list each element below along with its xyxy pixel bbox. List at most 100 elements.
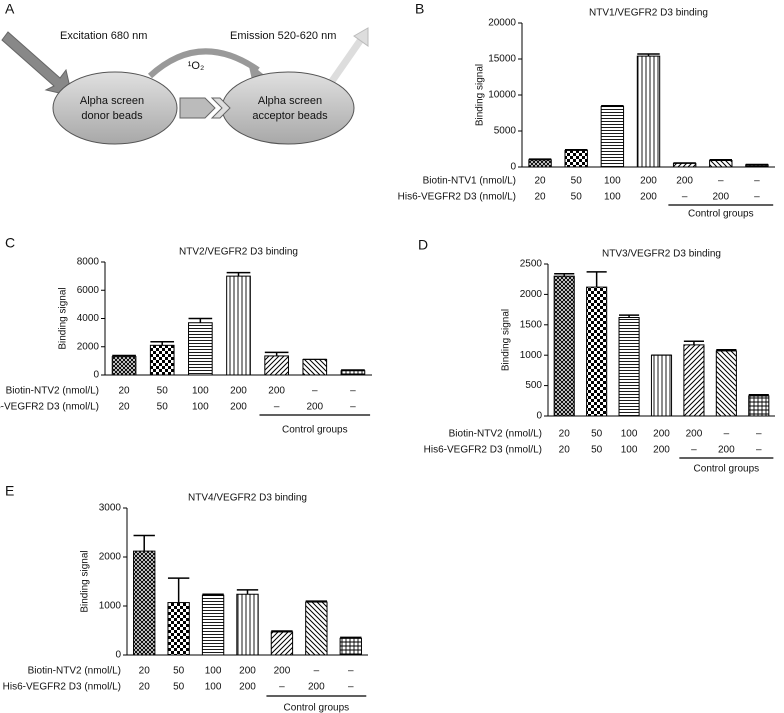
table-cell: 20: [119, 386, 131, 397]
table-cell: –: [348, 666, 354, 677]
group-label: Control groups: [688, 209, 754, 220]
y-tick-label: 5000: [494, 126, 517, 137]
y-tick-label: 2500: [520, 259, 543, 270]
table-cell: 100: [205, 666, 222, 677]
table-cell: 20: [139, 682, 151, 693]
row-label: His6-VEGFR2 D3 (nmol/L): [424, 445, 542, 456]
table-cell: –: [274, 402, 280, 413]
emission-arrowhead: [353, 27, 369, 47]
y-tick-label: 1500: [520, 319, 543, 330]
bar: [748, 395, 770, 417]
table-cell: –: [279, 682, 285, 693]
chart-title: NTV3/VEGFR2 D3 binding: [602, 249, 721, 260]
table-cell: 200: [274, 666, 291, 677]
table-cell: –: [314, 666, 320, 677]
y-tick-label: 2000: [99, 552, 122, 563]
bar: [528, 159, 552, 168]
y-tick-label: 0: [115, 650, 121, 661]
row-label: Biotin-NTV2 (nmol/L): [28, 666, 121, 677]
row-label: Biotin-NTV2 (nmol/L): [449, 429, 542, 440]
oxygen-text: ¹O₂: [188, 60, 205, 72]
y-tick-label: 1000: [99, 601, 122, 612]
table-cell: 200: [653, 445, 670, 456]
table-cell: –: [718, 176, 724, 187]
table-cell: 200: [230, 386, 247, 397]
table-cell: –: [754, 176, 760, 187]
bar: [188, 322, 213, 376]
bar: [564, 149, 588, 168]
bar: [339, 637, 362, 656]
table-cell: 50: [157, 386, 169, 397]
table-cell: 50: [173, 682, 185, 693]
table-cell: 100: [621, 445, 638, 456]
table-cell: 20: [139, 666, 151, 677]
table-cell: –: [754, 192, 760, 203]
table-cell: 20: [535, 176, 547, 187]
table-cell: 200: [239, 666, 256, 677]
table-cell: 200: [712, 192, 729, 203]
y-tick-label: 6000: [77, 285, 100, 296]
table-cell: 200: [230, 402, 247, 413]
panel-label: C: [5, 235, 15, 251]
chart-title: NTV1/VEGFR2 D3 binding: [589, 8, 708, 19]
bar: [709, 160, 733, 168]
panel-label: A: [5, 1, 15, 17]
table-cell: 200: [306, 402, 323, 413]
y-tick-label: 500: [525, 380, 542, 391]
table-cell: 100: [192, 402, 209, 413]
table-cell: 200: [718, 445, 735, 456]
bar: [111, 356, 137, 376]
table-cell: –: [691, 445, 697, 456]
table-cell: –: [348, 682, 354, 693]
table-cell: 20: [535, 192, 547, 203]
bar: [340, 370, 366, 376]
bar: [618, 317, 640, 417]
y-tick-label: 8000: [77, 257, 100, 268]
bar: [636, 55, 661, 168]
y-tick-label: 0: [93, 370, 99, 381]
bar: [600, 106, 625, 168]
y-tick-label: 20000: [488, 18, 516, 29]
panel-label: D: [418, 237, 428, 253]
y-axis-label: Binding signal: [475, 64, 486, 126]
table-cell: 100: [205, 682, 222, 693]
group-label: Control groups: [694, 464, 760, 475]
error-bar: [167, 577, 190, 603]
table-cell: 100: [604, 192, 621, 203]
table-cell: 50: [157, 402, 169, 413]
error-bar: [133, 534, 155, 552]
chart-title: NTV4/VEGFR2 D3 binding: [188, 493, 307, 504]
acceptor-text: acceptor beads: [252, 110, 328, 122]
donor-bead: [52, 71, 178, 145]
bar: [270, 631, 294, 656]
y-tick-label: 10000: [488, 90, 516, 101]
table-cell: 200: [653, 429, 670, 440]
bar: [133, 550, 156, 656]
bar: [264, 355, 289, 376]
bar: [149, 344, 175, 376]
y-axis-label: Binding signal: [501, 309, 512, 371]
error-bar: [236, 589, 259, 595]
bar: [683, 344, 705, 417]
table-cell: 100: [621, 429, 638, 440]
table-cell: 100: [604, 176, 621, 187]
table-cell: 20: [119, 402, 131, 413]
bar: [226, 275, 251, 376]
error-bar: [586, 271, 607, 288]
y-tick-label: 1000: [520, 350, 543, 361]
table-cell: 200: [686, 429, 703, 440]
group-label: Control groups: [282, 425, 348, 436]
table-cell: –: [312, 386, 318, 397]
table-cell: –: [682, 192, 688, 203]
bar: [302, 358, 328, 376]
table-cell: –: [724, 429, 730, 440]
table-cell: 200: [676, 176, 693, 187]
table-cell: 50: [591, 445, 603, 456]
y-tick-label: 4000: [77, 313, 100, 324]
error-bar: [264, 351, 289, 356]
table-cell: 100: [192, 386, 209, 397]
table-cell: 200: [308, 682, 325, 693]
acceptor-bead: [221, 71, 355, 145]
donor-text: donor beads: [81, 110, 143, 122]
